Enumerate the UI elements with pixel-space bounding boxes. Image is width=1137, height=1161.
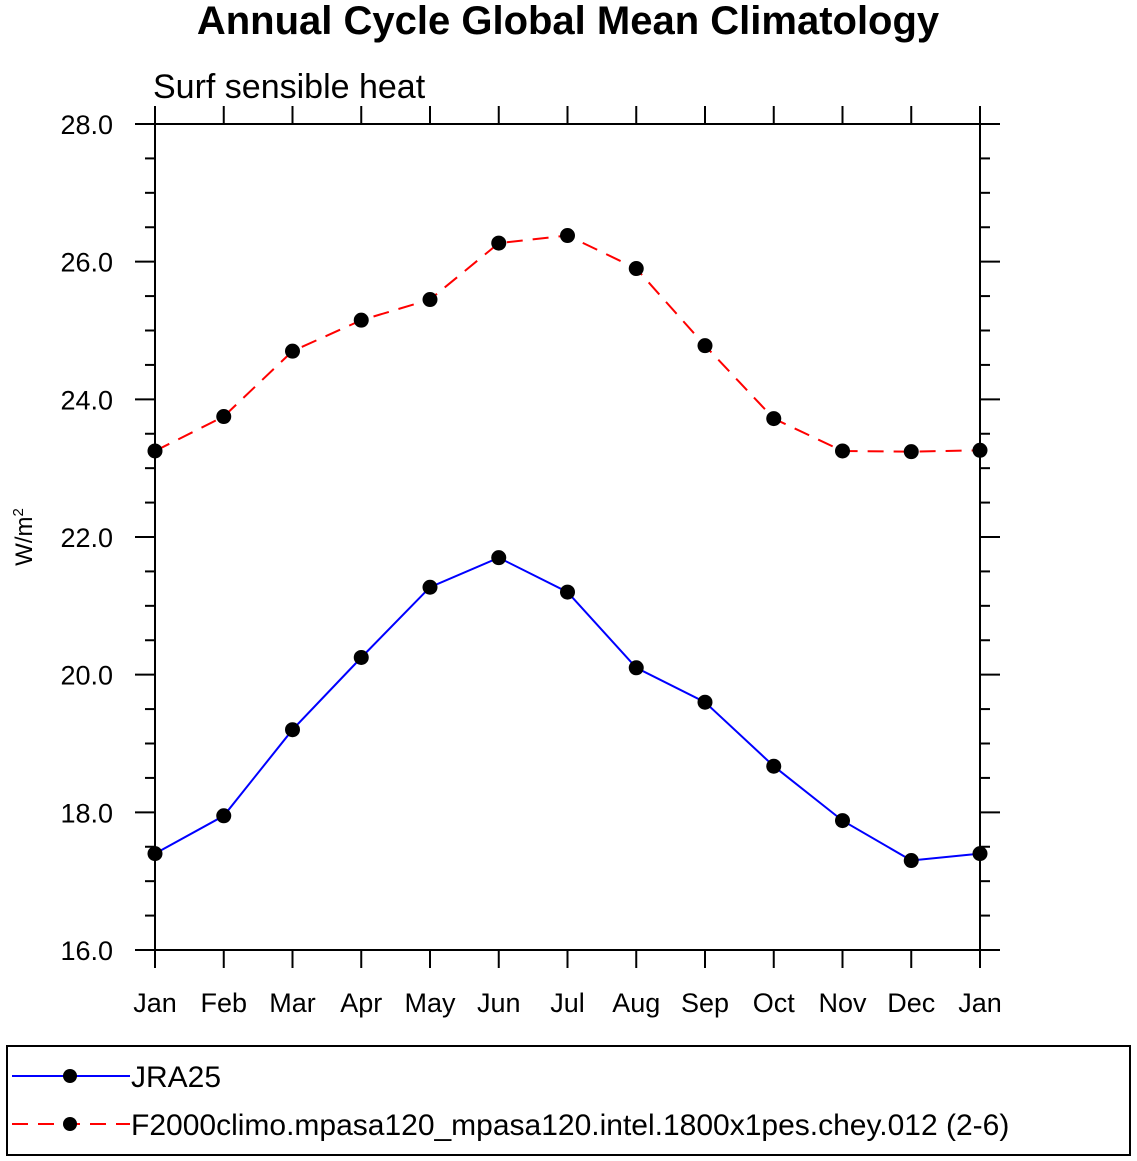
data-point-0-10 <box>835 813 850 829</box>
x-tick-label: Jun <box>477 988 521 1018</box>
x-tick-label: Mar <box>269 988 316 1018</box>
series-line-1 <box>154 234 981 453</box>
data-point-1-11 <box>903 444 919 460</box>
svg-text:W/m2: W/m2 <box>10 508 38 566</box>
data-point-0-0 <box>147 846 163 862</box>
legend-marker-f2000climo <box>63 1117 77 1131</box>
data-point-1-10 <box>835 443 850 459</box>
y-tick-label: 26.0 <box>60 248 113 278</box>
x-tick-label: Oct <box>753 988 796 1018</box>
x-tick-label: Feb <box>200 988 247 1018</box>
data-point-0-8 <box>697 694 713 710</box>
data-point-0-1 <box>216 808 232 824</box>
data-point-0-6 <box>560 584 575 600</box>
legend-label-jra25: JRA25 <box>131 1061 221 1094</box>
series-line-0 <box>154 556 981 862</box>
data-point-1-12 <box>972 442 988 458</box>
data-point-0-9 <box>766 758 782 774</box>
series-0 <box>147 550 988 869</box>
x-tick-label: May <box>404 988 456 1018</box>
legend-label-f2000climo: F2000climo.mpasa120_mpasa120.intel.1800x… <box>131 1109 1009 1142</box>
axis-ticks <box>135 106 1000 968</box>
data-point-1-3 <box>353 312 369 328</box>
x-tick-label: Jan <box>133 988 177 1018</box>
y-tick-label: 18.0 <box>60 798 113 828</box>
series-layer <box>147 228 988 869</box>
data-point-0-11 <box>903 853 919 869</box>
data-point-0-12 <box>972 846 988 862</box>
y-axis-label: W/m2 <box>10 508 38 566</box>
data-point-0-5 <box>491 550 507 566</box>
data-point-1-7 <box>628 261 644 277</box>
data-point-1-1 <box>216 409 232 425</box>
x-tick-labels: Jan Feb Mar Apr May Jun Jul Aug Sep Oct Nov Dec Jan <box>133 988 1002 1018</box>
data-point-1-8 <box>697 338 713 354</box>
data-point-0-4 <box>422 579 438 595</box>
data-point-0-2 <box>285 722 300 738</box>
series-1 <box>147 228 988 460</box>
data-point-1-2 <box>285 343 300 359</box>
x-tick-label: Apr <box>340 988 382 1018</box>
y-tick-label: 28.0 <box>60 110 113 140</box>
legend-box <box>6 1045 1131 1156</box>
chart-subtitle: Surf sensible heat <box>153 68 426 106</box>
x-tick-label: Sep <box>681 988 729 1018</box>
x-tick-label: Dec <box>887 988 935 1018</box>
data-point-1-6 <box>560 228 575 244</box>
y-tick-label: 16.0 <box>60 936 113 966</box>
x-tick-label: Jan <box>958 988 1002 1018</box>
x-tick-label: Jul <box>550 988 585 1018</box>
legend: JRA25 F2000climo.mpasa120_mpasa120.intel… <box>6 1045 1131 1156</box>
chart-title: Annual Cycle Global Mean Climatology <box>197 0 940 43</box>
plot-frame <box>154 123 981 951</box>
legend-marker-jra25 <box>63 1069 77 1083</box>
data-point-0-3 <box>353 649 369 665</box>
data-point-1-9 <box>766 411 782 427</box>
y-tick-label: 24.0 <box>60 385 113 415</box>
data-point-1-5 <box>491 235 507 251</box>
x-tick-label: Aug <box>612 988 660 1018</box>
y-tick-labels: 16.0 18.0 20.0 22.0 24.0 26.0 28.0 <box>60 110 113 966</box>
data-point-1-4 <box>422 292 438 308</box>
x-tick-label: Nov <box>818 988 867 1018</box>
y-tick-label: 22.0 <box>60 523 113 553</box>
y-tick-label: 20.0 <box>60 661 113 691</box>
data-point-1-0 <box>147 443 163 459</box>
data-point-0-7 <box>628 660 644 676</box>
